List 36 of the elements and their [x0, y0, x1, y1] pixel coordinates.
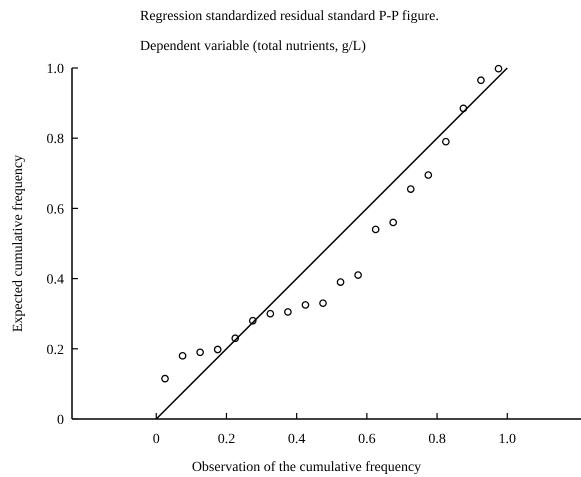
- point: [266, 310, 274, 318]
- point: [460, 104, 468, 112]
- point: [406, 185, 415, 193]
- x-tick-label: 0.2: [218, 432, 236, 447]
- point: [214, 346, 222, 354]
- chart-subtitle: Dependent variable (total nutrients, g/L): [140, 39, 366, 54]
- point: [477, 76, 485, 84]
- chart-title: Regression standardized residual standard P-P figure.: [140, 9, 439, 24]
- y-tick-label: 0: [57, 413, 64, 428]
- y-axis-title: Expected cumulative frequency: [11, 154, 26, 332]
- y-tick-label: 0.8: [46, 132, 64, 148]
- point: [302, 301, 310, 309]
- point: [284, 308, 292, 316]
- x-tick-label: 1.0: [498, 432, 516, 447]
- point: [161, 374, 169, 382]
- x-axis-title: Observation of the cumulative frequency: [192, 460, 422, 475]
- point: [248, 316, 257, 325]
- point: [494, 64, 502, 73]
- y-tick-label: 0.2: [46, 342, 64, 358]
- point: [389, 218, 398, 226]
- x-tick-label: 0.4: [288, 432, 306, 447]
- point: [442, 138, 450, 146]
- x-tick-label: 0: [152, 432, 160, 447]
- point: [319, 299, 327, 308]
- point: [372, 226, 380, 234]
- x-tick-label: 0.6: [358, 432, 376, 447]
- point: [336, 278, 344, 286]
- y-tick-label: 0.6: [46, 202, 64, 218]
- point: [178, 352, 186, 360]
- x-tick-label: 0.8: [428, 432, 446, 447]
- point: [354, 271, 362, 279]
- point: [231, 334, 240, 342]
- y-tick-label: 0.4: [46, 272, 64, 288]
- point: [424, 171, 432, 179]
- y-tick-label: 1.0: [46, 62, 64, 77]
- point: [196, 348, 204, 356]
